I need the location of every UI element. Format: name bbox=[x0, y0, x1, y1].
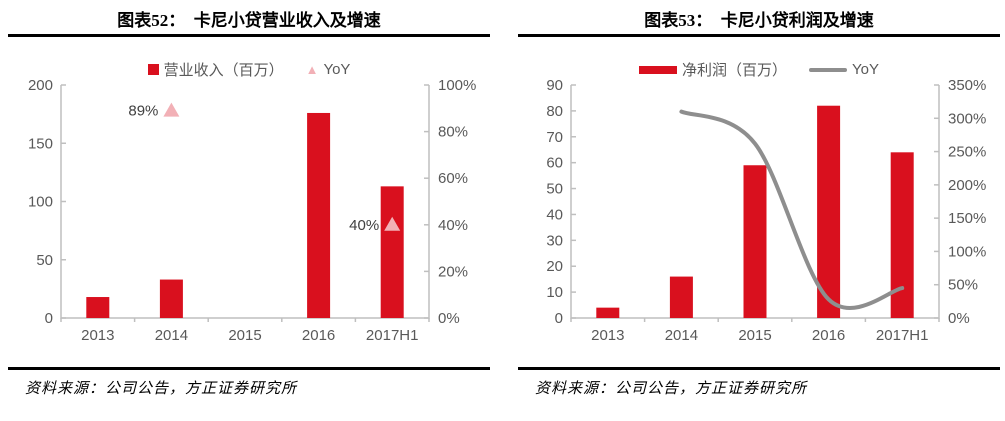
legend-item-profit: 净利润（百万） bbox=[639, 59, 787, 80]
profit-chart: 净利润（百万） YoY 0 10 20 30 40 50 60 70 80 90 0% 50% 100%… bbox=[518, 37, 1000, 367]
bar bbox=[669, 276, 693, 318]
category-label: 2016 bbox=[812, 327, 845, 344]
legend-item-yoy: ▲ YoY bbox=[306, 61, 351, 78]
yoy-data-label: 40% bbox=[349, 217, 379, 234]
right-axis-tick-label: 350% bbox=[948, 77, 986, 94]
right-axis-tick-label: 50% bbox=[948, 277, 978, 294]
bar bbox=[890, 152, 914, 318]
category-label: 2015 bbox=[228, 327, 261, 344]
left-axis-tick-label: 60 bbox=[546, 155, 563, 172]
bar bbox=[743, 165, 767, 318]
bar bbox=[86, 297, 110, 318]
line-swatch-icon bbox=[809, 67, 848, 72]
legend-label-profit: 净利润（百万） bbox=[682, 62, 788, 79]
category-label: 2013 bbox=[591, 327, 624, 344]
source-divider bbox=[518, 367, 1000, 370]
category-label: 2017H1 bbox=[876, 327, 929, 344]
right-axis-tick-label: 300% bbox=[948, 110, 986, 127]
figure-profit: 图表53： 卡尼小贷利润及增速 净利润（百万） YoY 0 10 20 30 40 50 6… bbox=[518, 0, 1000, 421]
legend-label-yoy: YoY bbox=[852, 61, 879, 78]
triangle-marker-icon: ▲ bbox=[305, 62, 319, 77]
left-axis-tick-label: 150 bbox=[28, 135, 53, 152]
profit-chart-legend: 净利润（百万） YoY bbox=[518, 59, 1000, 80]
source-note: 资料来源：公司公告，方正证券研究所 bbox=[535, 381, 808, 397]
bar bbox=[307, 112, 331, 319]
figure-revenue: 图表52： 卡尼小贷营业收入及增速 营业收入（百万） ▲ YoY 0 50 100 1… bbox=[8, 0, 490, 421]
source-note: 资料来源：公司公告，方正证券研究所 bbox=[25, 381, 298, 397]
legend-item-yoy: YoY bbox=[809, 61, 879, 78]
right-axis-tick-label: 80% bbox=[438, 124, 468, 141]
bar bbox=[596, 307, 620, 318]
yoy-marker bbox=[384, 216, 401, 231]
right-axis-tick-label: 0% bbox=[438, 310, 460, 327]
right-axis-tick-label: 40% bbox=[438, 217, 468, 234]
left-axis-tick-label: 30 bbox=[546, 232, 563, 249]
figure-profit-title: 图表53： 卡尼小贷利润及增速 bbox=[644, 11, 874, 30]
left-axis-tick-label: 0 bbox=[555, 310, 563, 327]
legend-label-revenue: 营业收入（百万） bbox=[163, 62, 284, 79]
right-axis-tick-label: 0% bbox=[948, 310, 970, 327]
axis-frame bbox=[60, 85, 430, 319]
right-axis-tick-label: 150% bbox=[948, 210, 986, 227]
category-label: 2014 bbox=[665, 327, 698, 344]
left-axis-tick-label: 10 bbox=[546, 284, 563, 301]
figure-revenue-title: 图表52： 卡尼小贷营业收入及增速 bbox=[117, 11, 381, 30]
revenue-chart-legend: 营业收入（百万） ▲ YoY bbox=[8, 59, 490, 80]
right-axis-tick-label: 200% bbox=[948, 177, 986, 194]
bar-swatch-icon bbox=[639, 65, 677, 74]
yoy-marker bbox=[163, 102, 180, 117]
category-label: 2017H1 bbox=[366, 327, 419, 344]
left-axis-tick-label: 50 bbox=[546, 181, 563, 198]
bar bbox=[159, 279, 183, 318]
left-axis-tick-label: 80 bbox=[546, 103, 563, 120]
category-label: 2014 bbox=[155, 327, 188, 344]
revenue-plot-svg: 0 50 100 150 200 0% 20% 40% 60% 80% 100% 2013 2014 20… bbox=[28, 77, 476, 344]
right-axis-tick-label: 20% bbox=[438, 263, 468, 280]
yoy-data-label: 89% bbox=[128, 103, 158, 120]
category-label: 2015 bbox=[738, 327, 771, 344]
revenue-chart: 营业收入（百万） ▲ YoY 0 50 100 150 200 0% 20% 40% 60% 80… bbox=[8, 37, 490, 367]
bar bbox=[380, 186, 404, 318]
source-divider bbox=[8, 367, 490, 370]
yoy-line bbox=[679, 109, 905, 310]
left-axis-tick-label: 200 bbox=[28, 77, 53, 94]
right-axis-tick-label: 250% bbox=[948, 144, 986, 161]
bar bbox=[817, 105, 841, 318]
left-axis-tick-label: 100 bbox=[28, 194, 53, 211]
left-axis-tick-label: 50 bbox=[36, 252, 53, 269]
right-axis-tick-label: 60% bbox=[438, 170, 468, 187]
left-axis-tick-label: 20 bbox=[546, 258, 563, 275]
profit-plot-svg: 0 10 20 30 40 50 60 70 80 90 0% 50% 100% 150% 200% 250%… bbox=[546, 77, 986, 344]
legend-label-yoy: YoY bbox=[323, 61, 351, 78]
title-divider bbox=[518, 34, 1000, 37]
category-label: 2016 bbox=[302, 327, 335, 344]
right-axis-tick-label: 100% bbox=[948, 243, 986, 260]
title-divider bbox=[8, 34, 490, 37]
category-label: 2013 bbox=[81, 327, 114, 344]
legend-item-revenue: 营业收入（百万） bbox=[147, 59, 284, 80]
left-axis-tick-label: 90 bbox=[546, 77, 563, 94]
bar-swatch-icon bbox=[147, 64, 159, 75]
left-axis-tick-label: 40 bbox=[546, 206, 563, 223]
left-axis-tick-label: 70 bbox=[546, 129, 563, 146]
right-axis-tick-label: 100% bbox=[438, 77, 476, 94]
left-axis-tick-label: 0 bbox=[45, 310, 53, 327]
